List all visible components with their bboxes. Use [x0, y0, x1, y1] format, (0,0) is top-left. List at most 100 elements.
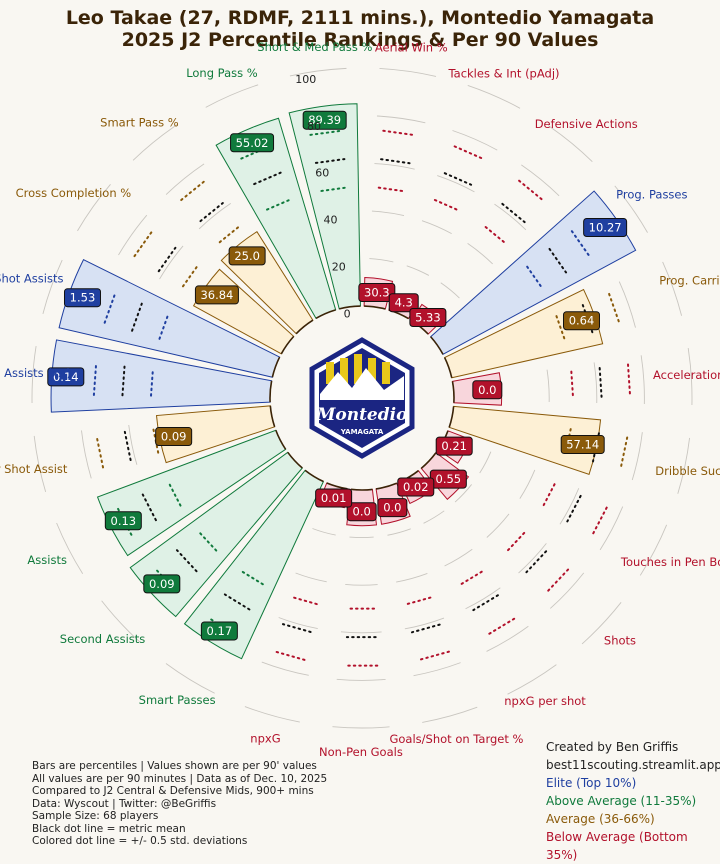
- dot-line: [379, 188, 404, 192]
- radial-tick-label: 40: [324, 214, 338, 227]
- dot-line: [183, 266, 198, 287]
- category-label: Shot Assists: [0, 271, 63, 285]
- grid-arc: [550, 573, 583, 609]
- value-label: 57.14: [566, 438, 599, 452]
- value-label: 30.3: [364, 285, 390, 299]
- grid-arc: [466, 588, 501, 609]
- grid-arc: [374, 164, 414, 170]
- grid-arc: [468, 85, 520, 108]
- grid-arc: [379, 68, 436, 76]
- radial-tick-label: 0: [344, 307, 351, 320]
- category-label: Smart Pass %: [100, 116, 179, 130]
- value-label: 0.21: [441, 439, 467, 453]
- value-label: 1.53: [70, 291, 96, 305]
- category-label: Prog. Carries: [659, 273, 720, 287]
- dot-line: [507, 533, 524, 551]
- grid-arc: [133, 124, 177, 160]
- grid-arc: [521, 165, 559, 196]
- value-label: 0.09: [161, 430, 187, 444]
- legend-above-average: Above Average (11-35%): [546, 792, 720, 810]
- dot-line: [220, 226, 240, 242]
- category-label: Touches in Pen Box: [620, 555, 720, 569]
- grid-arc: [262, 662, 309, 675]
- grid-arc: [396, 573, 427, 582]
- value-label: 4.3: [395, 296, 413, 310]
- value-label: 0.02: [403, 480, 429, 494]
- grid-arc: [312, 529, 335, 536]
- dot-line: [445, 173, 471, 185]
- footnote-line: Compared to J2 Central & Defensive Mids,…: [32, 785, 327, 798]
- grid-arc: [594, 362, 597, 403]
- grid-arc: [424, 511, 445, 523]
- grid-arc: [369, 259, 393, 262]
- category-label: npxG: [250, 732, 280, 746]
- dot-line: [600, 368, 602, 397]
- dot-line: [486, 227, 506, 243]
- dot-line: [571, 372, 573, 397]
- footnote-line: Black dot line = metric mean: [32, 823, 327, 836]
- dot-line: [546, 570, 568, 593]
- grid-arc: [663, 262, 682, 316]
- bar-base-arc: [351, 489, 372, 490]
- value-label: 0.0: [353, 505, 371, 519]
- category-label: Smart Passes: [139, 693, 216, 707]
- grid-arc: [632, 432, 642, 480]
- category-label: Defensive Actions: [535, 117, 638, 131]
- radial-tick-label: 60: [315, 167, 329, 180]
- grid-arc: [166, 663, 215, 693]
- grid-arc: [332, 727, 389, 728]
- grid-arc: [441, 283, 460, 298]
- grid-arc: [160, 246, 184, 279]
- legend-below-average: Below Average (Bottom 35%): [546, 828, 720, 864]
- category-label: Aerial Win %: [375, 40, 448, 54]
- grid-arc: [377, 116, 425, 123]
- value-label: 0.13: [111, 514, 137, 528]
- dot-line: [487, 619, 515, 636]
- category-label: Acceleration with Ball: [653, 368, 720, 382]
- dot-line: [621, 437, 628, 469]
- value-label: 55.02: [236, 136, 269, 150]
- grid-arc: [519, 543, 547, 573]
- dot-line: [283, 624, 311, 632]
- dot-line: [592, 508, 607, 537]
- grid-arc: [337, 679, 386, 680]
- value-label: 0.55: [436, 472, 462, 486]
- category-label: xA per Shot Assist: [0, 462, 68, 476]
- grid-arc: [414, 663, 461, 676]
- footnote-line: Data: Wyscout | Twitter: @BeGriffis: [32, 798, 327, 811]
- radial-tick-label: 20: [332, 260, 346, 273]
- dot-line: [274, 651, 305, 660]
- dot-line: [383, 131, 415, 135]
- radial-tick-label: 100: [295, 73, 316, 86]
- dot-line: [455, 146, 485, 159]
- grid-arc: [520, 470, 535, 499]
- grid-arc: [619, 282, 635, 328]
- category-label: Shots: [604, 633, 636, 647]
- grid-arc: [206, 85, 258, 108]
- dot-line: [609, 294, 620, 324]
- grid-arc: [119, 215, 147, 255]
- category-label: Dribble Success %: [655, 464, 720, 478]
- grid-arc: [487, 514, 509, 538]
- category-label: Long Pass %: [186, 66, 258, 80]
- radial-percentile-chart: 30.34.35.3310.270.640.057.140.210.550.02…: [0, 0, 720, 846]
- category-label: Expected Assists (xA): [0, 366, 71, 380]
- footnote-line: All values are per 90 minutes | Data as …: [32, 773, 327, 786]
- value-label: 0.0: [383, 501, 401, 515]
- value-label: 0.01: [321, 491, 347, 505]
- legend-average: Average (36-66%): [546, 810, 720, 828]
- dot-line: [628, 364, 630, 396]
- legend-elite: Elite (Top 10%): [546, 774, 720, 792]
- crest-subtext: YAMAGATA: [340, 428, 384, 436]
- value-label: 0.09: [149, 577, 175, 591]
- grid-arc: [245, 707, 300, 723]
- dot-line: [134, 230, 153, 256]
- radial-tick-label: 80: [307, 120, 321, 133]
- grid-arc: [199, 203, 231, 229]
- credits: Created by Ben Griffis best11scouting.st…: [546, 738, 720, 774]
- credit-site: best11scouting.streamlit.app: [546, 756, 720, 774]
- dot-line: [292, 597, 316, 604]
- dot-line: [460, 572, 482, 585]
- grid-arc: [43, 260, 62, 314]
- category-label: Non-Pen Goals: [319, 745, 403, 759]
